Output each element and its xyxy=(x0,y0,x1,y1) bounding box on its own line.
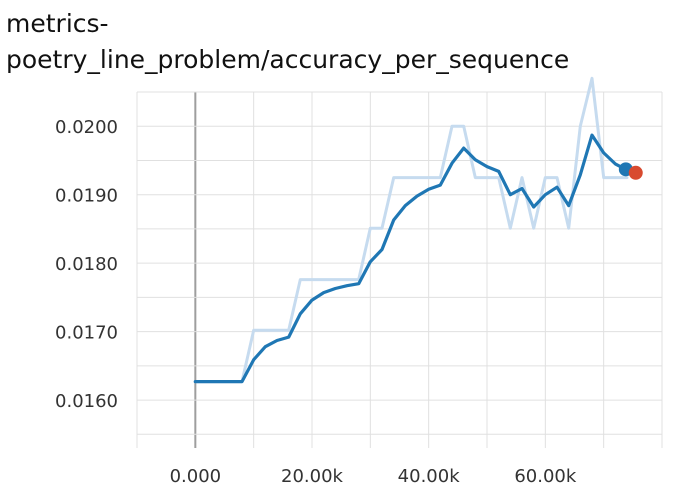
y-tick-label: 0.0190 xyxy=(55,186,118,207)
chart-title-line-2: poetry_line_problem/accuracy_per_sequenc… xyxy=(6,45,570,74)
smoothed-series-line xyxy=(193,133,628,384)
x-axis-ticks: 0.000 20.00k 40.00k 60.00k xyxy=(170,466,577,487)
chart-title: metrics- poetry_line_problem/accuracy_pe… xyxy=(6,6,676,78)
y-tick-label: 0.0180 xyxy=(55,254,118,275)
y-tick-label: 0.0200 xyxy=(55,117,118,138)
series-markers[interactable] xyxy=(618,162,643,180)
series-lines xyxy=(193,76,629,384)
y-tick-label: 0.0170 xyxy=(55,323,118,344)
x-tick-label: 40.00k xyxy=(398,466,461,487)
raw-series-line xyxy=(193,76,629,384)
x-tick-label: 20.00k xyxy=(281,466,344,487)
grid-lines xyxy=(136,91,663,448)
x-tick-label: 60.00k xyxy=(514,466,577,487)
y-tick-label: 0.0160 xyxy=(55,391,118,412)
series-end-marker[interactable] xyxy=(628,165,643,180)
x-tick-label: 0.000 xyxy=(170,466,222,487)
y-axis-ticks: 0.0160 0.0170 0.0180 0.0190 0.0200 xyxy=(55,117,118,412)
chart-title-line-1: metrics- xyxy=(6,9,109,38)
